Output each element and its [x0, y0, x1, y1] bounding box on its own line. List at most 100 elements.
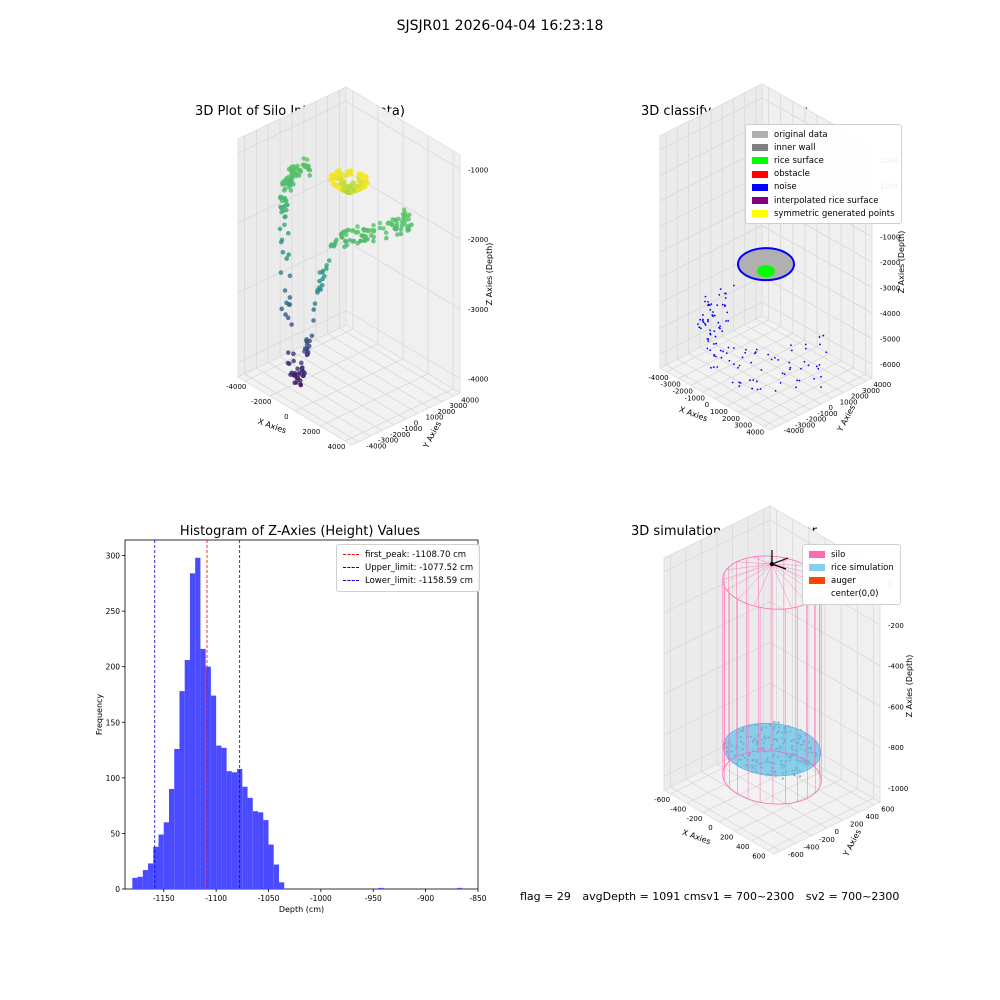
x-tick-label: 0 [708, 824, 712, 832]
legend-label: center(0,0) [831, 589, 879, 600]
legend-label: inner wall [774, 142, 816, 153]
rice-simulation-point [725, 746, 729, 749]
rice-simulation-point [789, 730, 792, 733]
rice-simulation-point [742, 742, 745, 745]
noise-point [817, 367, 820, 370]
rice-simulation-point [773, 726, 776, 729]
data-point [285, 315, 291, 321]
rice-simulation-point [740, 740, 743, 743]
data-point [406, 216, 411, 222]
rice-simulation-point [765, 726, 768, 729]
x-axis-label: X Axies [257, 417, 288, 436]
histogram-bar [457, 887, 463, 889]
noise-point [800, 367, 802, 370]
rice-simulation-point [746, 763, 749, 766]
y-axis-label: Y Axies [421, 420, 443, 451]
legend-swatch [343, 554, 359, 556]
x-tick-label: -600 [654, 796, 670, 804]
x-gridline [319, 136, 429, 427]
noise-point [731, 381, 734, 384]
noise-point [738, 385, 741, 388]
legend-label: rice simulation [831, 562, 894, 573]
panel2-points [697, 247, 828, 392]
x-tick-label: 0 [705, 401, 709, 409]
legend-entry: Lower_limit: -1158.59 cm [343, 574, 473, 587]
data-point [398, 231, 404, 237]
rice-simulation-point [778, 749, 781, 752]
data-point [322, 273, 327, 279]
histogram-bar [226, 771, 232, 889]
data-point [285, 350, 291, 355]
rice-simulation-point [773, 738, 776, 741]
data-point [280, 249, 286, 255]
rice-simulation-point [755, 723, 759, 726]
rice-simulation-point [776, 755, 780, 759]
noise-point [818, 363, 821, 366]
x-tick-label: -900 [417, 894, 434, 903]
y-gridline [688, 121, 799, 416]
noise-point [726, 311, 729, 314]
noise-point [788, 361, 791, 364]
y-tick-label: 3000 [862, 387, 880, 395]
data-point [301, 373, 306, 379]
data-point [283, 312, 288, 317]
y-gridline [685, 547, 797, 844]
histogram-bar [210, 695, 217, 889]
legend-entry: auger [809, 574, 894, 587]
data-point [284, 202, 289, 208]
histogram-bar [278, 882, 285, 889]
rice-simulation-point [750, 764, 753, 767]
noise-point [815, 365, 818, 368]
data-point [287, 302, 292, 307]
data-point [284, 207, 289, 213]
data-point [351, 238, 357, 244]
rice-simulation-point [784, 728, 787, 731]
data-point [392, 226, 397, 231]
x-tick-label: -1000 [685, 394, 705, 402]
noise-point [703, 322, 706, 325]
x-tick-label: -850 [469, 894, 486, 903]
noise-point [822, 334, 825, 337]
rice-simulation-point [742, 727, 745, 730]
noise-point [738, 381, 741, 384]
y-tick-label: 0 [829, 404, 833, 412]
legend-entry: silo [809, 548, 894, 561]
rice-simulation-point [805, 762, 809, 766]
rice-simulation-point [741, 748, 744, 751]
surface-point [339, 176, 345, 182]
x-tick-label: -950 [365, 894, 382, 903]
data-point [287, 273, 293, 279]
noise-point [700, 327, 702, 330]
rice-simulation-point [800, 743, 803, 747]
rice-simulation-point [776, 747, 779, 750]
noise-point [790, 349, 793, 352]
y-tick-label: -1000 [817, 410, 837, 418]
rice-simulation-point [751, 766, 754, 769]
x-tick-label: 400 [736, 843, 749, 851]
data-point [346, 227, 351, 233]
y-tick-label: 0 [835, 828, 839, 836]
noise-point [738, 364, 741, 367]
panel3-histogram: -1150 -1100 -1050 -1000 -950 -900 -850 0 50 100 15… [95, 539, 487, 914]
rice-simulation-point [791, 748, 794, 751]
noise-point [820, 375, 822, 378]
rice-simulation-point [762, 741, 765, 745]
rice-simulation-point [766, 757, 769, 760]
noise-point [750, 361, 753, 364]
y-tick-label: 1000 [840, 398, 858, 406]
panel3-title: Histogram of Z-Axies (Height) Values [179, 524, 421, 539]
legend-label: obstacle [774, 169, 810, 180]
data-point [355, 240, 360, 246]
noise-point [804, 343, 807, 346]
surface-point [343, 172, 349, 178]
rice-simulation-point [735, 762, 739, 765]
noise-point [701, 314, 704, 316]
rice-simulation-point [814, 740, 817, 743]
y-gridline [733, 98, 844, 393]
legend-swatch [752, 183, 768, 191]
histogram-bar [142, 870, 149, 889]
rice-simulation-point [785, 753, 788, 756]
noise-point [790, 344, 792, 347]
noise-point [751, 387, 754, 390]
rice-simulation-point [781, 766, 784, 770]
